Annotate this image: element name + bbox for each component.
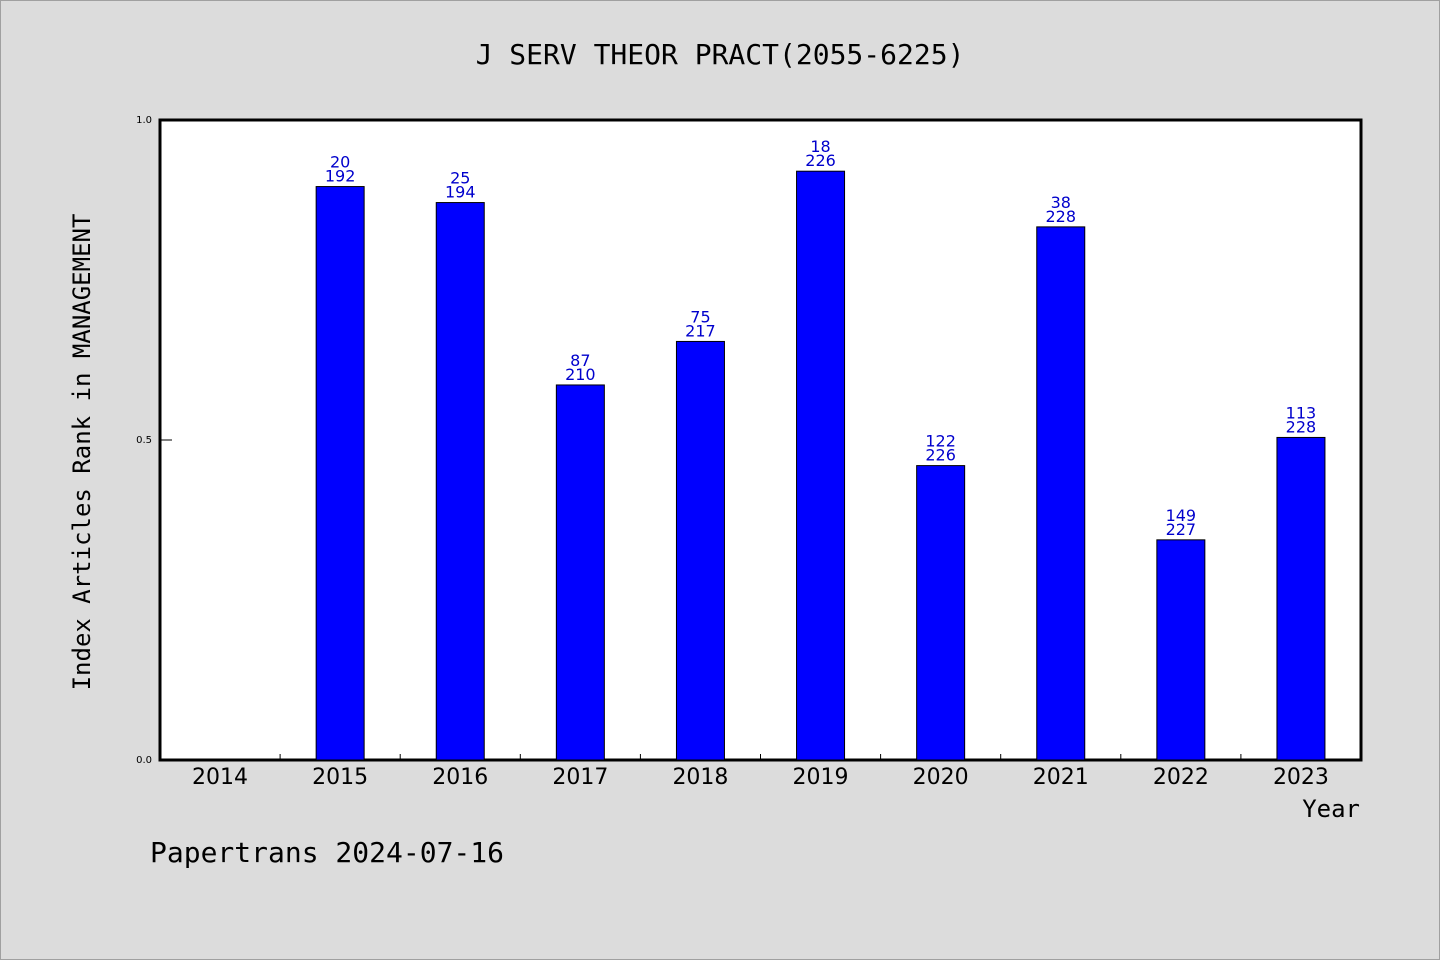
x-tick-label: 2016 <box>432 765 488 790</box>
y-axis-ticks: 0.0 0.5 1.0 <box>136 115 172 766</box>
bar-total-label: 217 <box>685 321 716 340</box>
bar-rank-label: 113 <box>1286 403 1317 422</box>
x-tick-label: 2021 <box>1033 765 1089 790</box>
bar-rank-label: 25 <box>450 169 470 188</box>
bar <box>555 384 605 761</box>
bar <box>675 340 725 761</box>
bar-total-label: 226 <box>925 446 956 465</box>
bar-rank-label: 149 <box>1166 506 1197 525</box>
x-tick-label: 2022 <box>1153 765 1209 790</box>
bar-rank-label: 75 <box>690 307 710 326</box>
bar-total-label: 228 <box>1045 207 1076 226</box>
x-tick-label: 2015 <box>312 765 368 790</box>
bar-total-label: 226 <box>805 151 836 170</box>
x-tick-label: 2020 <box>913 765 969 790</box>
x-tick-label: 2023 <box>1273 765 1329 790</box>
bar-total-label: 227 <box>1166 520 1197 539</box>
y-tick-label: 1.0 <box>136 115 152 126</box>
bar-rank-label: 20 <box>330 153 350 172</box>
x-tick-label: 2014 <box>192 765 248 790</box>
bar <box>315 186 365 761</box>
bar-rank-label: 87 <box>570 351 590 370</box>
x-tick-label: 2019 <box>793 765 849 790</box>
y-tick-label: 0.5 <box>136 435 152 446</box>
bar-total-label: 228 <box>1286 417 1317 436</box>
bar <box>1156 539 1206 761</box>
bar-total-label: 194 <box>445 183 476 202</box>
x-tick-label: 2018 <box>672 765 728 790</box>
y-tick-label: 0.0 <box>136 755 152 766</box>
bar-rank-label: 122 <box>925 432 956 451</box>
bar <box>435 202 485 761</box>
bar-total-label: 192 <box>325 167 356 186</box>
chart-title: J SERV THEOR PRACT(2055-6225) <box>476 38 965 71</box>
bar <box>796 170 846 761</box>
bar-rank-label: 38 <box>1051 193 1071 212</box>
x-axis-label: Year <box>1302 795 1360 823</box>
bar-rank-label: 18 <box>810 137 830 156</box>
bar <box>1036 226 1086 761</box>
bar-total-label: 210 <box>565 365 596 384</box>
x-axis-ticks: 2014 2015 2016 2017 2018 2019 2020 2021 2022 2023 <box>192 754 1329 790</box>
bar <box>916 465 966 761</box>
footer-text: Papertrans 2024-07-16 <box>150 836 504 869</box>
bar <box>1276 436 1326 761</box>
x-tick-label: 2017 <box>552 765 608 790</box>
y-axis-label: Index Articles Rank in MANAGEMENT <box>68 214 96 691</box>
